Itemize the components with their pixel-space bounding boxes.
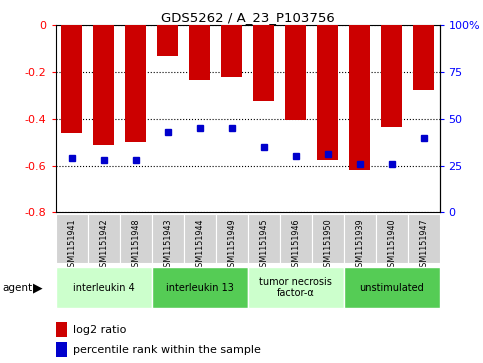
Title: GDS5262 / A_23_P103756: GDS5262 / A_23_P103756 [161,11,334,24]
Text: GSM1151944: GSM1151944 [195,218,204,272]
Bar [349,25,370,170]
Text: interleukin 4: interleukin 4 [72,283,134,293]
Bar [93,25,114,144]
Bar [87,214,120,263]
Bar [125,25,146,142]
Bar [381,25,402,127]
Bar [248,267,343,308]
Text: GSM1151939: GSM1151939 [355,218,364,272]
Bar [56,342,67,357]
Bar [56,214,87,263]
Bar [152,214,184,263]
Bar [120,214,152,263]
Bar [56,267,152,308]
Bar [189,25,210,80]
Bar [157,25,178,56]
Text: agent: agent [2,283,32,293]
Bar [184,214,215,263]
Bar [221,25,242,77]
Bar [215,214,248,263]
Text: GSM1151950: GSM1151950 [323,218,332,272]
Text: GSM1151948: GSM1151948 [131,218,140,272]
Text: GSM1151940: GSM1151940 [387,218,396,272]
Text: GSM1151942: GSM1151942 [99,218,108,272]
Bar [253,25,274,101]
Text: interleukin 13: interleukin 13 [166,283,233,293]
Text: log2 ratio: log2 ratio [73,325,126,335]
Bar [152,267,248,308]
Bar [285,25,306,120]
Text: GSM1151949: GSM1151949 [227,218,236,272]
Bar [343,214,376,263]
Bar [312,214,343,263]
Text: ▶: ▶ [33,281,43,294]
Text: percentile rank within the sample: percentile rank within the sample [73,345,261,355]
Bar [343,267,440,308]
Text: GSM1151945: GSM1151945 [259,218,268,272]
Bar [61,25,82,133]
Text: tumor necrosis
factor-α: tumor necrosis factor-α [259,277,332,298]
Bar [413,25,434,90]
Text: GSM1151941: GSM1151941 [67,218,76,272]
Bar [317,25,338,160]
Bar [280,214,312,263]
Text: GSM1151943: GSM1151943 [163,218,172,272]
Bar [376,214,408,263]
Text: GSM1151947: GSM1151947 [419,218,428,272]
Text: GSM1151946: GSM1151946 [291,218,300,272]
Bar [408,214,440,263]
Text: unstimulated: unstimulated [359,283,424,293]
Bar [56,322,67,338]
Bar [248,214,280,263]
